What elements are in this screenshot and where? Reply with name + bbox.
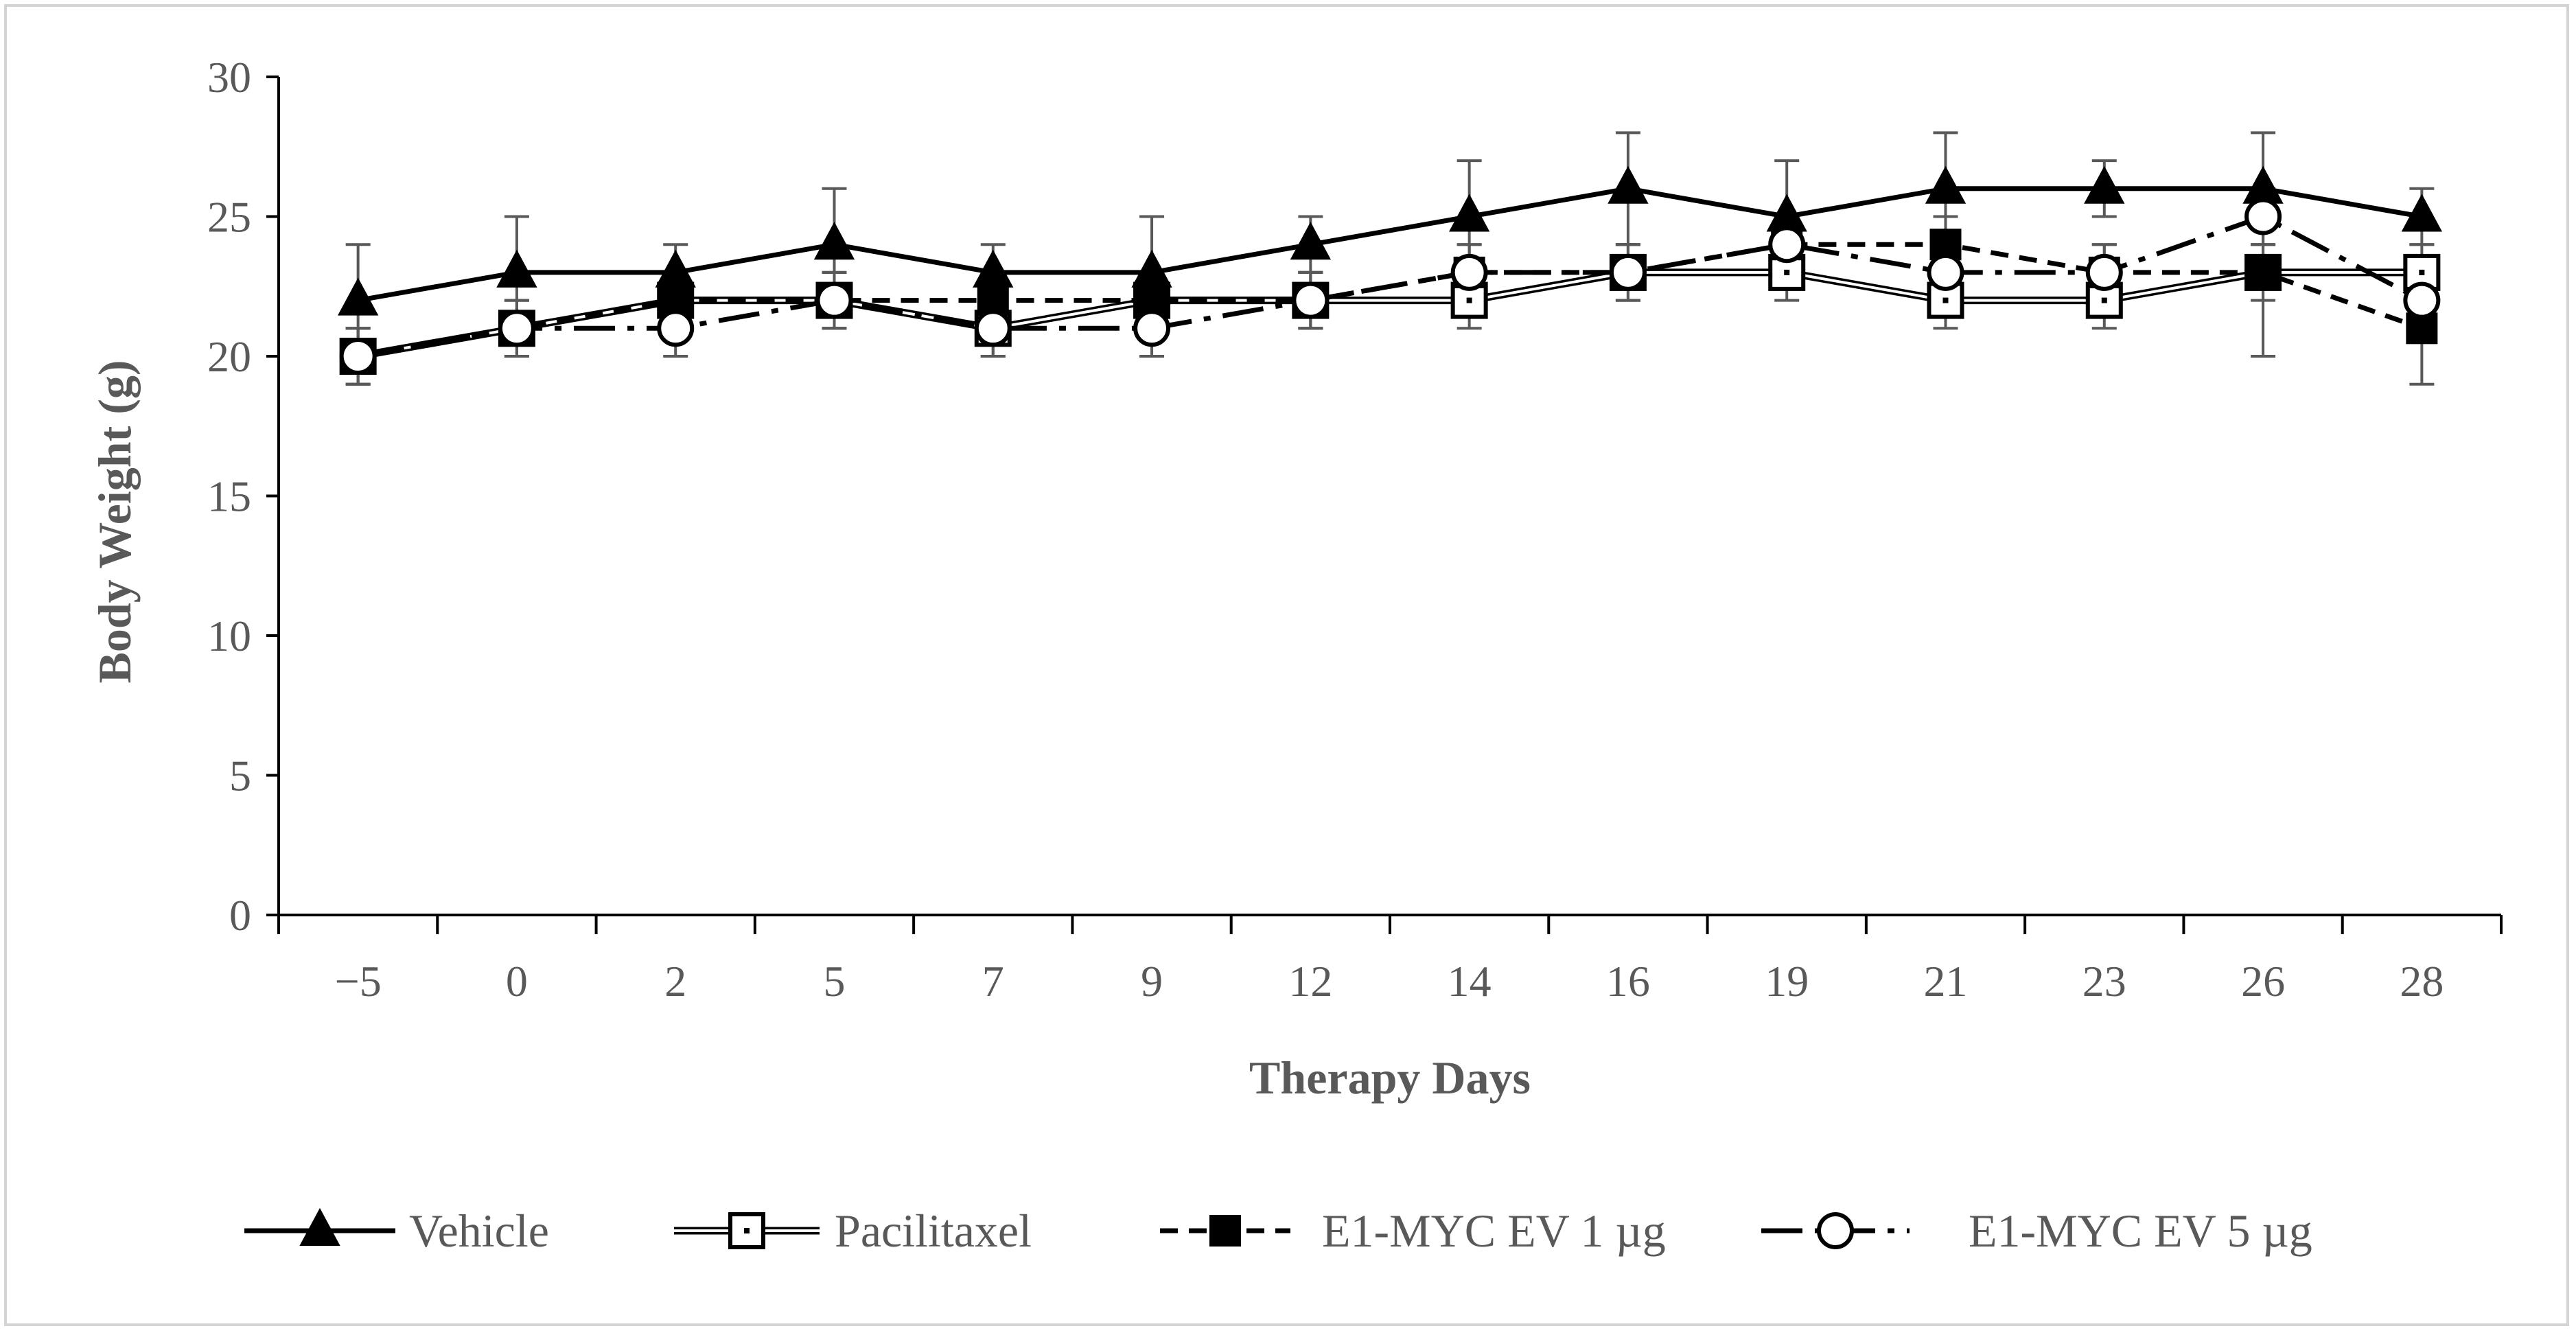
marker-square-dot (2101, 297, 2107, 303)
marker-triangle (2401, 194, 2443, 232)
marker-triangle (1290, 222, 1332, 260)
axis-labels: Body Weight (g) Therapy Days (89, 360, 1531, 1104)
marker-triangle (2242, 165, 2284, 204)
marker-open-circle (1817, 1212, 1854, 1249)
x-tick-label: 12 (1288, 957, 1332, 1006)
marker-open-circle (1927, 253, 1964, 291)
legend-label: Pacilitaxel (835, 1205, 1032, 1257)
marker-triangle (1925, 165, 1966, 204)
marker-open-circle (498, 310, 535, 347)
marker-square-outline (1450, 281, 1488, 319)
marker-triangle (1608, 165, 1649, 204)
marker-open-square (1450, 281, 1488, 319)
legend-label: E1-MYC EV 5 µg (1969, 1205, 2312, 1257)
legend: Vehicle Pacilitaxel E1-MYC EV 1 µg E1-MYC E… (244, 1205, 2312, 1257)
marker-open-circle (2244, 198, 2282, 235)
marker-open-circle (1609, 253, 1647, 291)
y-tick-label: 10 (207, 612, 251, 660)
x-tick-label: 9 (1141, 957, 1163, 1006)
marker-open-circle (339, 338, 377, 375)
y-tick-label: 15 (207, 472, 251, 521)
marker-open-circle (657, 310, 695, 347)
marker-triangle (813, 222, 855, 260)
x-tick-label: 2 (664, 957, 686, 1006)
error-bars (345, 131, 2435, 386)
x-tick-label: 23 (2082, 957, 2126, 1006)
marker-open-circle (2085, 253, 2123, 291)
marker-open-circle (1450, 253, 1488, 291)
marker-triangle (2084, 165, 2125, 204)
marker-open-circle (1768, 226, 1806, 264)
y-tick-label: 30 (207, 53, 251, 102)
x-tick-label: 26 (2241, 957, 2285, 1006)
x-tick-label: 5 (824, 957, 846, 1006)
marker-open-square (728, 1212, 765, 1249)
y-tick-label: 5 (229, 752, 251, 800)
marker-triangle (299, 1207, 340, 1246)
x-tick-label: 21 (1924, 957, 1968, 1006)
y-tick-label: 25 (207, 193, 251, 242)
x-axis-title: Therapy Days (1249, 1052, 1531, 1104)
y-tick-label: 20 (207, 332, 251, 381)
marker-open-circle (815, 281, 853, 319)
marker-open-circle (1133, 310, 1171, 347)
marker-open-circle (2403, 281, 2441, 319)
legend-label: E1-MYC EV 1 µg (1322, 1205, 1666, 1257)
marker-open-circle (974, 310, 1012, 347)
x-tick-label: 16 (1606, 957, 1650, 1006)
legend-label: Vehicle (409, 1205, 549, 1257)
x-tick-label: −5 (335, 957, 382, 1006)
x-tick-label: 14 (1448, 957, 1492, 1006)
marker-square-dot (1784, 269, 1790, 275)
marker-square-dot (2419, 269, 2425, 275)
y-tick-label: 0 (229, 891, 251, 940)
x-tick-label: 0 (506, 957, 528, 1006)
chart-frame (4, 4, 2569, 1326)
marker-open-circle (1292, 281, 1330, 319)
series-line (358, 214, 2423, 359)
marker-square-dot (1942, 297, 1949, 303)
marker-filled-square (2247, 256, 2279, 288)
marker-triangle (1448, 194, 1490, 232)
series-line (358, 186, 2422, 303)
series-lines (357, 186, 2423, 360)
marker-triangle (337, 277, 379, 316)
marker-square-dot (744, 1228, 750, 1233)
marker-square-dot (1466, 297, 1472, 303)
x-tick-label: 7 (982, 957, 1004, 1006)
series-markers (337, 165, 2443, 375)
marker-triangle (496, 249, 537, 288)
x-tick-label: 19 (1765, 957, 1809, 1006)
x-tick-label: 28 (2400, 957, 2444, 1006)
marker-filled-square (1209, 1215, 1241, 1247)
y-axis-title: Body Weight (g) (89, 360, 141, 683)
